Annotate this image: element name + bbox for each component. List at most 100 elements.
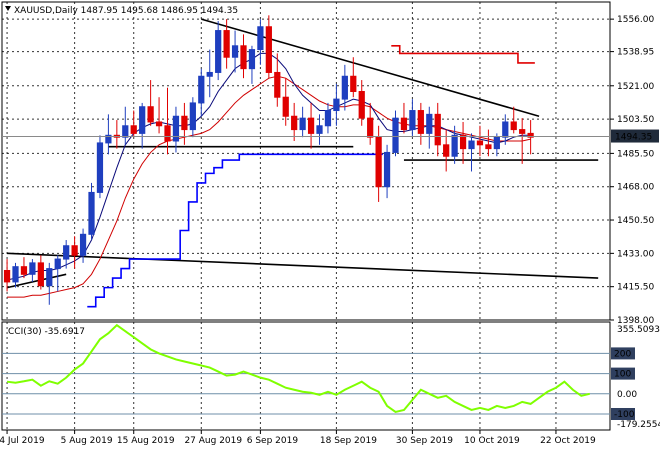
candle-body[interactable] [20,266,28,275]
candle-body[interactable] [324,110,332,127]
x-tick-label: 30 Sep 2019 [396,436,453,446]
candle-body[interactable] [375,136,382,188]
candle-body[interactable] [46,268,53,287]
candle-body[interactable] [502,121,509,138]
candle-body[interactable] [257,26,264,51]
candle-body[interactable] [63,245,70,260]
candle-body[interactable] [400,117,408,131]
candle-body[interactable] [172,115,180,142]
candle-body[interactable] [459,134,467,150]
support-stepline [87,153,383,308]
candle-body[interactable] [383,151,391,188]
x-tick-label: 27 Aug 2019 [184,436,242,446]
candle-body[interactable] [29,262,36,275]
cci-level-label: 100 [614,370,631,380]
cci-axis-min-label: -179.2554 [617,420,660,430]
candle-body[interactable] [510,121,517,131]
candle-body[interactable] [443,144,450,157]
y-tick-label: 1433.00 [617,249,654,259]
cci-level-label: 0.00 [617,390,637,400]
candle-body[interactable] [240,45,247,70]
current-price-tag [611,129,659,143]
x-tick-label: 15 Aug 2019 [117,436,175,446]
candle-body[interactable] [164,125,171,142]
main-panel-frame [1,1,611,321]
x-tick-label: 18 Sep 2019 [320,436,377,446]
candle-body[interactable] [299,117,306,131]
candle-body[interactable] [96,142,104,193]
candle-body[interactable] [248,49,256,70]
candle-body[interactable] [155,121,163,127]
candle-body[interactable] [79,233,87,256]
y-tick-label: 1538.95 [617,48,654,58]
candle-body[interactable] [206,71,213,77]
x-tick-label: 6 Sep 2019 [247,436,299,446]
candle-body[interactable] [291,115,298,131]
cci-panel-frame [1,321,611,431]
y-tick-label: 1468.00 [617,183,654,193]
cci-level-tag [611,407,635,420]
candle-body[interactable] [392,117,399,153]
candle-body[interactable] [223,30,230,58]
candle-body[interactable] [130,125,137,134]
y-tick-label: 1398.00 [617,316,654,326]
cci-level-label: -100 [614,410,635,420]
slow-moving-average [7,75,531,298]
candle-body[interactable] [88,191,95,235]
candle-body[interactable] [71,245,78,256]
candle-body[interactable] [12,266,19,283]
candle-body[interactable] [215,30,222,73]
candle-body[interactable] [350,75,357,92]
x-tick-label: 22 Oct 2019 [540,436,596,446]
candle-body[interactable] [231,45,239,58]
candle-body[interactable] [181,115,188,131]
candle-body[interactable] [265,26,272,73]
candle-body[interactable] [316,125,323,134]
candle-body[interactable] [527,132,534,138]
candle-body[interactable] [358,90,365,119]
y-tick-label: 1485.50 [617,149,654,159]
candle-body[interactable] [54,258,61,270]
candle-body[interactable] [434,113,441,146]
candle-body[interactable] [3,269,11,283]
candle-body[interactable] [307,117,315,134]
candle-body[interactable] [139,106,146,134]
candle-body[interactable] [105,134,112,144]
y-tick-label: 1415.50 [617,283,654,293]
y-tick-label: 1556.00 [617,15,654,25]
candle-body[interactable] [282,96,289,117]
candle-body[interactable] [333,98,340,112]
x-tick-label: 5 Aug 2019 [61,436,113,446]
cci-level-tag [611,347,635,360]
candle-body[interactable] [367,117,374,138]
candle-body[interactable] [198,75,205,104]
candle-body[interactable] [468,140,475,150]
candle-body[interactable] [519,129,526,134]
current-price-label: 1494.35 [615,133,652,143]
candle-body[interactable] [147,106,154,123]
cci-level-label: 200 [614,349,631,359]
candle-body[interactable] [426,113,433,134]
candle-body[interactable] [417,110,424,134]
candle-body[interactable] [493,136,500,150]
y-tick-label: 1521.00 [617,82,654,92]
candle-body[interactable] [451,134,458,157]
symbol-triangle-icon [5,6,11,11]
candle-body[interactable] [485,144,492,150]
trendline[interactable] [7,252,599,279]
chart-header-title: XAUUSD,Daily 1487.95 1495.68 1486.95 149… [14,6,238,16]
candle-body[interactable] [476,140,484,146]
candle-body[interactable] [189,102,196,131]
resistance-stepline [391,44,535,64]
trendline[interactable] [6,273,67,289]
candle-body[interactable] [341,75,348,100]
cci-level-tag [611,367,635,380]
candle-body[interactable] [409,110,416,131]
cci-title: CCI(30) -35.6917 [8,327,85,337]
candle-body[interactable] [274,71,281,98]
candle-body[interactable] [37,262,44,287]
cci-axis-max-label: 355.5093 [617,325,660,335]
candle-body[interactable] [122,125,129,138]
